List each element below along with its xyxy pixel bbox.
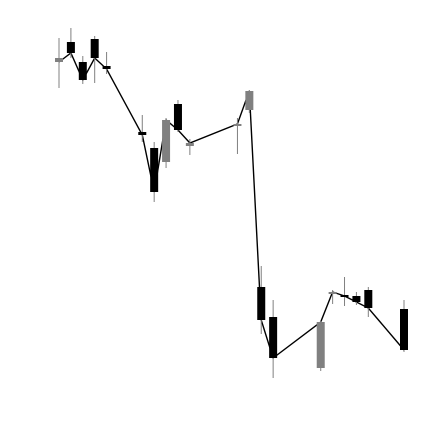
candle-14 xyxy=(316,321,325,371)
candle-3 xyxy=(90,36,99,83)
candle-6 xyxy=(150,142,159,202)
candle-18 xyxy=(364,287,373,317)
candle-body xyxy=(328,292,337,294)
candle-body xyxy=(78,62,87,80)
close-price-line xyxy=(58,51,405,360)
candle-body xyxy=(102,66,111,69)
candle-1 xyxy=(66,28,75,58)
candle-19 xyxy=(400,300,408,352)
candle-11 xyxy=(245,90,254,113)
candle-17 xyxy=(352,292,361,305)
candle-5 xyxy=(138,115,147,142)
candle-body xyxy=(400,309,408,350)
candle-0 xyxy=(55,38,63,88)
candle-body xyxy=(185,143,194,146)
candles-layer xyxy=(55,28,408,378)
close-line-layer xyxy=(58,51,405,360)
candle-9 xyxy=(185,139,194,155)
candle-body xyxy=(352,296,361,302)
candle-body xyxy=(66,42,75,53)
candle-8 xyxy=(173,100,182,132)
candle-16 xyxy=(340,277,349,306)
candle-4 xyxy=(102,52,111,74)
candle-body xyxy=(364,290,373,308)
candle-2 xyxy=(78,56,87,84)
candle-body xyxy=(316,322,325,368)
candle-13 xyxy=(269,300,278,378)
candle-12 xyxy=(257,266,266,334)
candle-body xyxy=(340,295,349,297)
candle-10 xyxy=(233,118,242,154)
candle-7 xyxy=(162,118,171,168)
candle-body xyxy=(55,58,63,62)
candle-body xyxy=(257,287,266,320)
candle-body xyxy=(138,132,147,135)
candle-body xyxy=(233,124,242,126)
candle-body xyxy=(150,148,159,192)
candle-body xyxy=(173,104,182,130)
candle-body xyxy=(90,39,99,58)
candle-body xyxy=(269,317,278,358)
candle-body xyxy=(162,120,171,162)
candle-body xyxy=(245,91,254,110)
candle-15 xyxy=(328,290,337,304)
